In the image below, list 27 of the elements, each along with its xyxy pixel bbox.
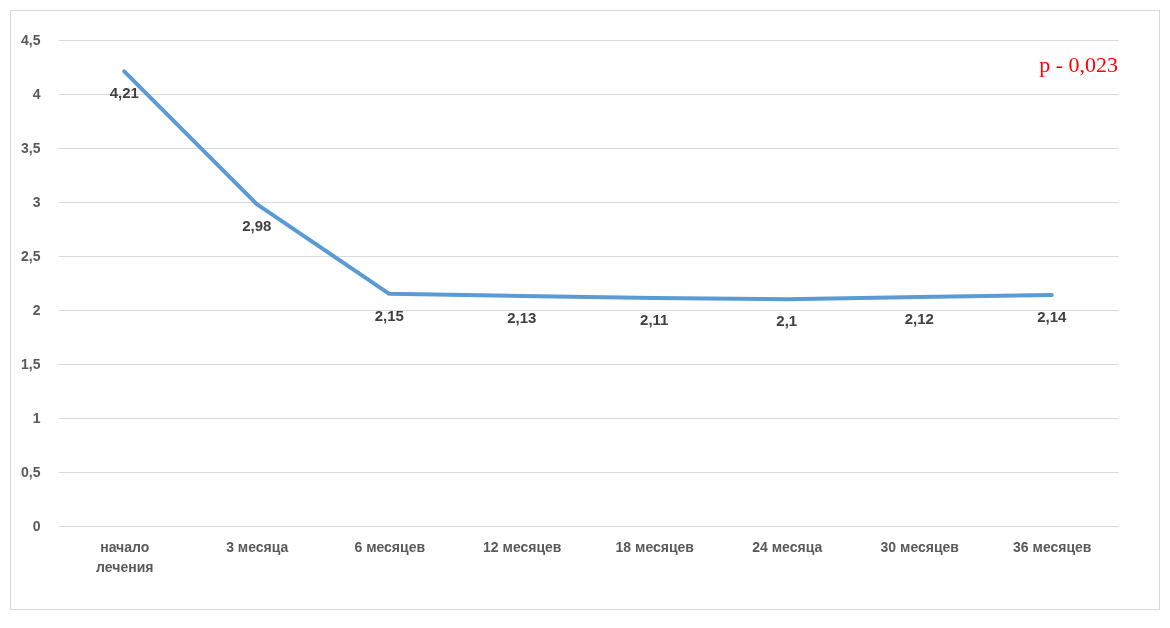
y-tick-label: 2,5 xyxy=(21,247,41,264)
y-tick-label: 2 xyxy=(32,301,41,318)
data-label: 2,11 xyxy=(640,311,669,329)
y-tick-label: 0,5 xyxy=(21,463,41,480)
y-tick-label: 4 xyxy=(32,85,41,102)
data-label: 2,12 xyxy=(904,310,934,328)
data-label: 2,98 xyxy=(242,217,272,235)
annotation: p - 0,023 xyxy=(1039,52,1118,77)
y-tick-label: 0 xyxy=(32,517,41,534)
data-label: 2,13 xyxy=(507,308,537,326)
data-label: 2,15 xyxy=(374,306,404,324)
y-tick-label: 4,5 xyxy=(21,31,41,48)
x-tick-label: 36 месяцев xyxy=(1013,538,1092,555)
x-tick-label: 24 месяца xyxy=(752,538,823,555)
data-label: 2,1 xyxy=(776,312,798,330)
y-tick-label: 1 xyxy=(32,409,41,426)
x-tick-label: 6 месяцев xyxy=(354,538,426,555)
x-tick-label: 30 месяцев xyxy=(880,538,960,555)
data-label: 4,21 xyxy=(109,84,139,102)
x-tick-label: 3 месяца xyxy=(226,538,289,555)
x-tick-label: начало лечения xyxy=(96,538,154,575)
x-tick-label: 12 месяцев xyxy=(483,538,562,555)
y-tick-label: 3,5 xyxy=(21,139,41,156)
x-tick-label: 18 месяцев xyxy=(615,538,695,555)
y-tick-label: 3 xyxy=(32,193,41,210)
y-tick-label: 1,5 xyxy=(21,355,41,372)
data-label: 2,14 xyxy=(1037,307,1067,325)
